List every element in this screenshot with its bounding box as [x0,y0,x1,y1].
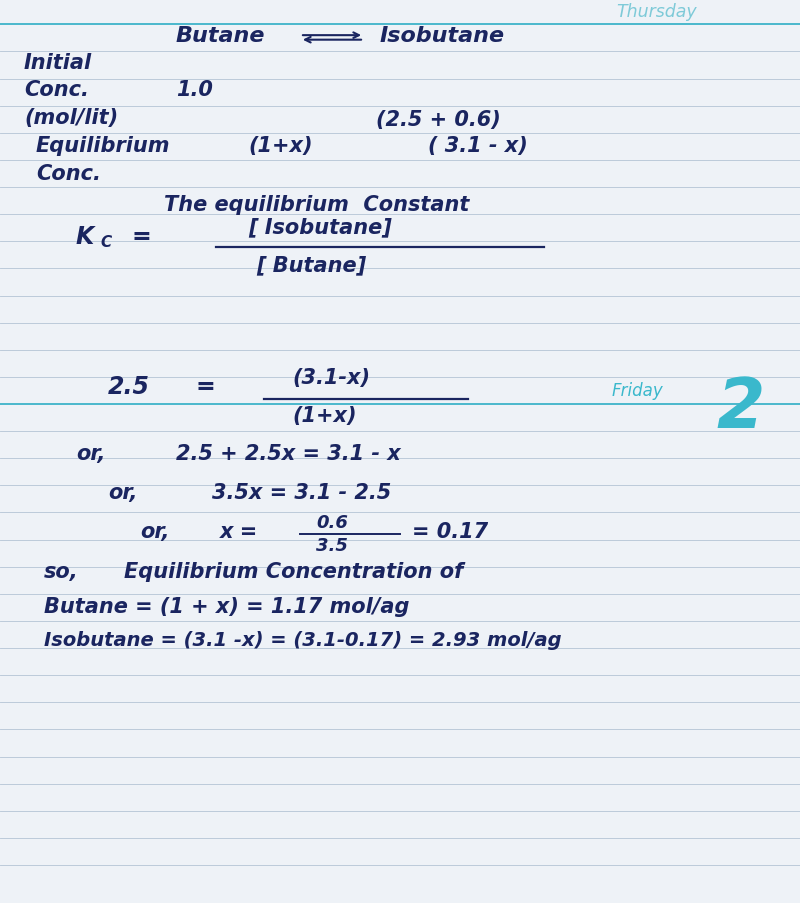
Text: Isobutane = (3.1 -x) = (3.1-0.17) = 2.93 mol/ag: Isobutane = (3.1 -x) = (3.1-0.17) = 2.93… [44,629,562,649]
Text: Butane: Butane [176,26,266,46]
Text: ( 3.1 - x): ( 3.1 - x) [428,136,528,156]
Text: 3.5: 3.5 [316,536,348,554]
Text: x =: x = [220,521,258,541]
Text: (1+x): (1+x) [292,405,357,425]
Text: [ Isobutane]: [ Isobutane] [248,218,392,237]
Text: 1.0: 1.0 [176,80,213,100]
Text: or,: or, [140,521,170,541]
Text: Butane = (1 + x) = 1.17 mol/ag: Butane = (1 + x) = 1.17 mol/ag [44,597,410,617]
Text: [ Butane]: [ Butane] [256,256,366,275]
Text: Equilibrium: Equilibrium [36,136,170,156]
Text: = 0.17: = 0.17 [412,521,488,541]
Text: 2: 2 [716,375,764,442]
Text: Conc.: Conc. [36,163,101,183]
Text: so,: so, [44,562,78,582]
Text: or,: or, [108,482,138,502]
Text: K: K [76,225,94,248]
Text: Isobutane: Isobutane [380,26,505,46]
Text: =: = [132,225,152,248]
Text: =: = [196,375,216,398]
Text: 3.5x = 3.1 - 2.5: 3.5x = 3.1 - 2.5 [212,482,391,502]
Text: The equilibrium  Constant: The equilibrium Constant [164,195,470,215]
Text: Equilibrium Concentration of: Equilibrium Concentration of [124,562,463,582]
Text: or,: or, [76,443,106,463]
Text: 0.6: 0.6 [316,514,348,532]
Text: Friday: Friday [612,381,664,399]
Text: Initial: Initial [24,53,92,73]
Text: 2.5: 2.5 [108,375,150,398]
Text: (2.5 + 0.6): (2.5 + 0.6) [376,110,501,130]
Text: (mol/lit): (mol/lit) [24,107,118,127]
Text: (1+x): (1+x) [248,136,313,156]
Text: (3.1-x): (3.1-x) [292,368,370,387]
Text: C: C [100,235,111,249]
Text: Conc.: Conc. [24,80,89,100]
Text: 2.5 + 2.5x = 3.1 - x: 2.5 + 2.5x = 3.1 - x [176,443,401,463]
Text: Thursday: Thursday [616,3,697,21]
